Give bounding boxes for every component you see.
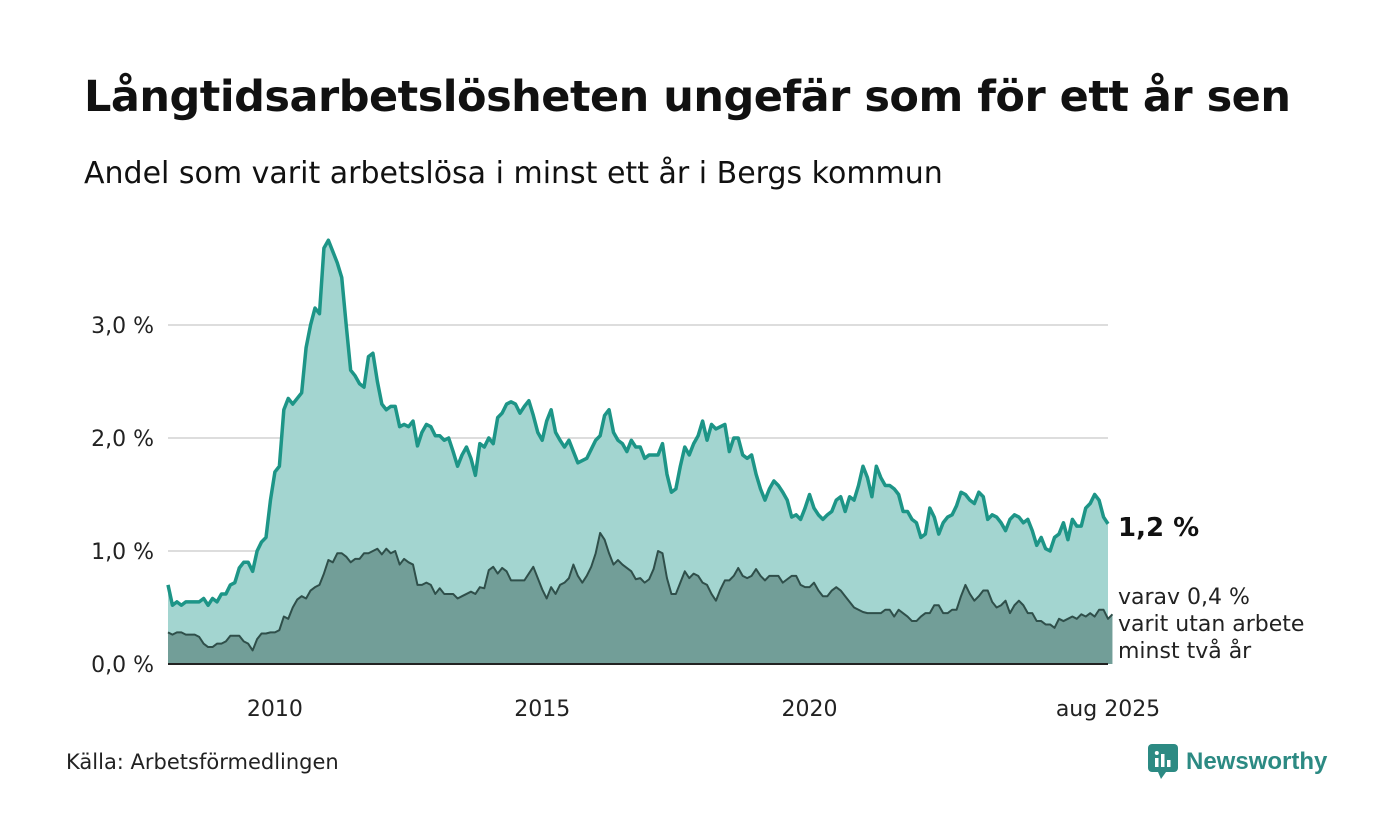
- y-tick-label: 3,0 %: [91, 314, 154, 339]
- chart-area: 0,0 % 1,0 % 2,0 % 3,0 % 2010 2015 2020 aug 2025…: [91, 238, 1304, 722]
- x-tick-label: aug 2025: [1056, 697, 1160, 722]
- source-note: Källa: Arbetsförmedlingen: [66, 750, 339, 774]
- axes: 0,0 % 1,0 % 2,0 % 3,0 % 2010 2015 2020 aug 2025: [91, 314, 1160, 722]
- series-two-year-fill: [168, 532, 1113, 664]
- chart-title: Långtidsarbetslösheten ungefär som för e…: [84, 72, 1291, 122]
- sub-value-label-line-3: minst två år: [1118, 638, 1252, 664]
- series-one-year-line: [166, 238, 1110, 607]
- x-tick-label: 2010: [247, 697, 303, 722]
- chart-subtitle: Andel som varit arbetslösa i minst ett å…: [84, 156, 943, 191]
- series-two-year-line: [167, 531, 1114, 652]
- brand-name: Newsworthy: [1186, 748, 1328, 775]
- series-one-year-fill: [168, 240, 1108, 664]
- y-tick-label: 0,0 %: [91, 653, 154, 678]
- series-labels: 1,2 % varav 0,4 % varit utan arbete mins…: [1118, 513, 1304, 664]
- newsworthy-logo-icon: [1148, 744, 1178, 779]
- area-series: [166, 238, 1114, 664]
- end-value-label: 1,2 %: [1118, 513, 1199, 543]
- brand-logo: Newsworthy: [1148, 744, 1327, 780]
- sub-value-label-line-2: varit utan arbete: [1118, 612, 1304, 637]
- sub-value-label-line-1: varav 0,4 %: [1118, 585, 1250, 610]
- y-tick-label: 1,0 %: [91, 540, 154, 565]
- x-tick-label: 2020: [782, 697, 838, 722]
- x-tick-label: 2015: [514, 697, 570, 722]
- y-tick-label: 2,0 %: [91, 427, 154, 452]
